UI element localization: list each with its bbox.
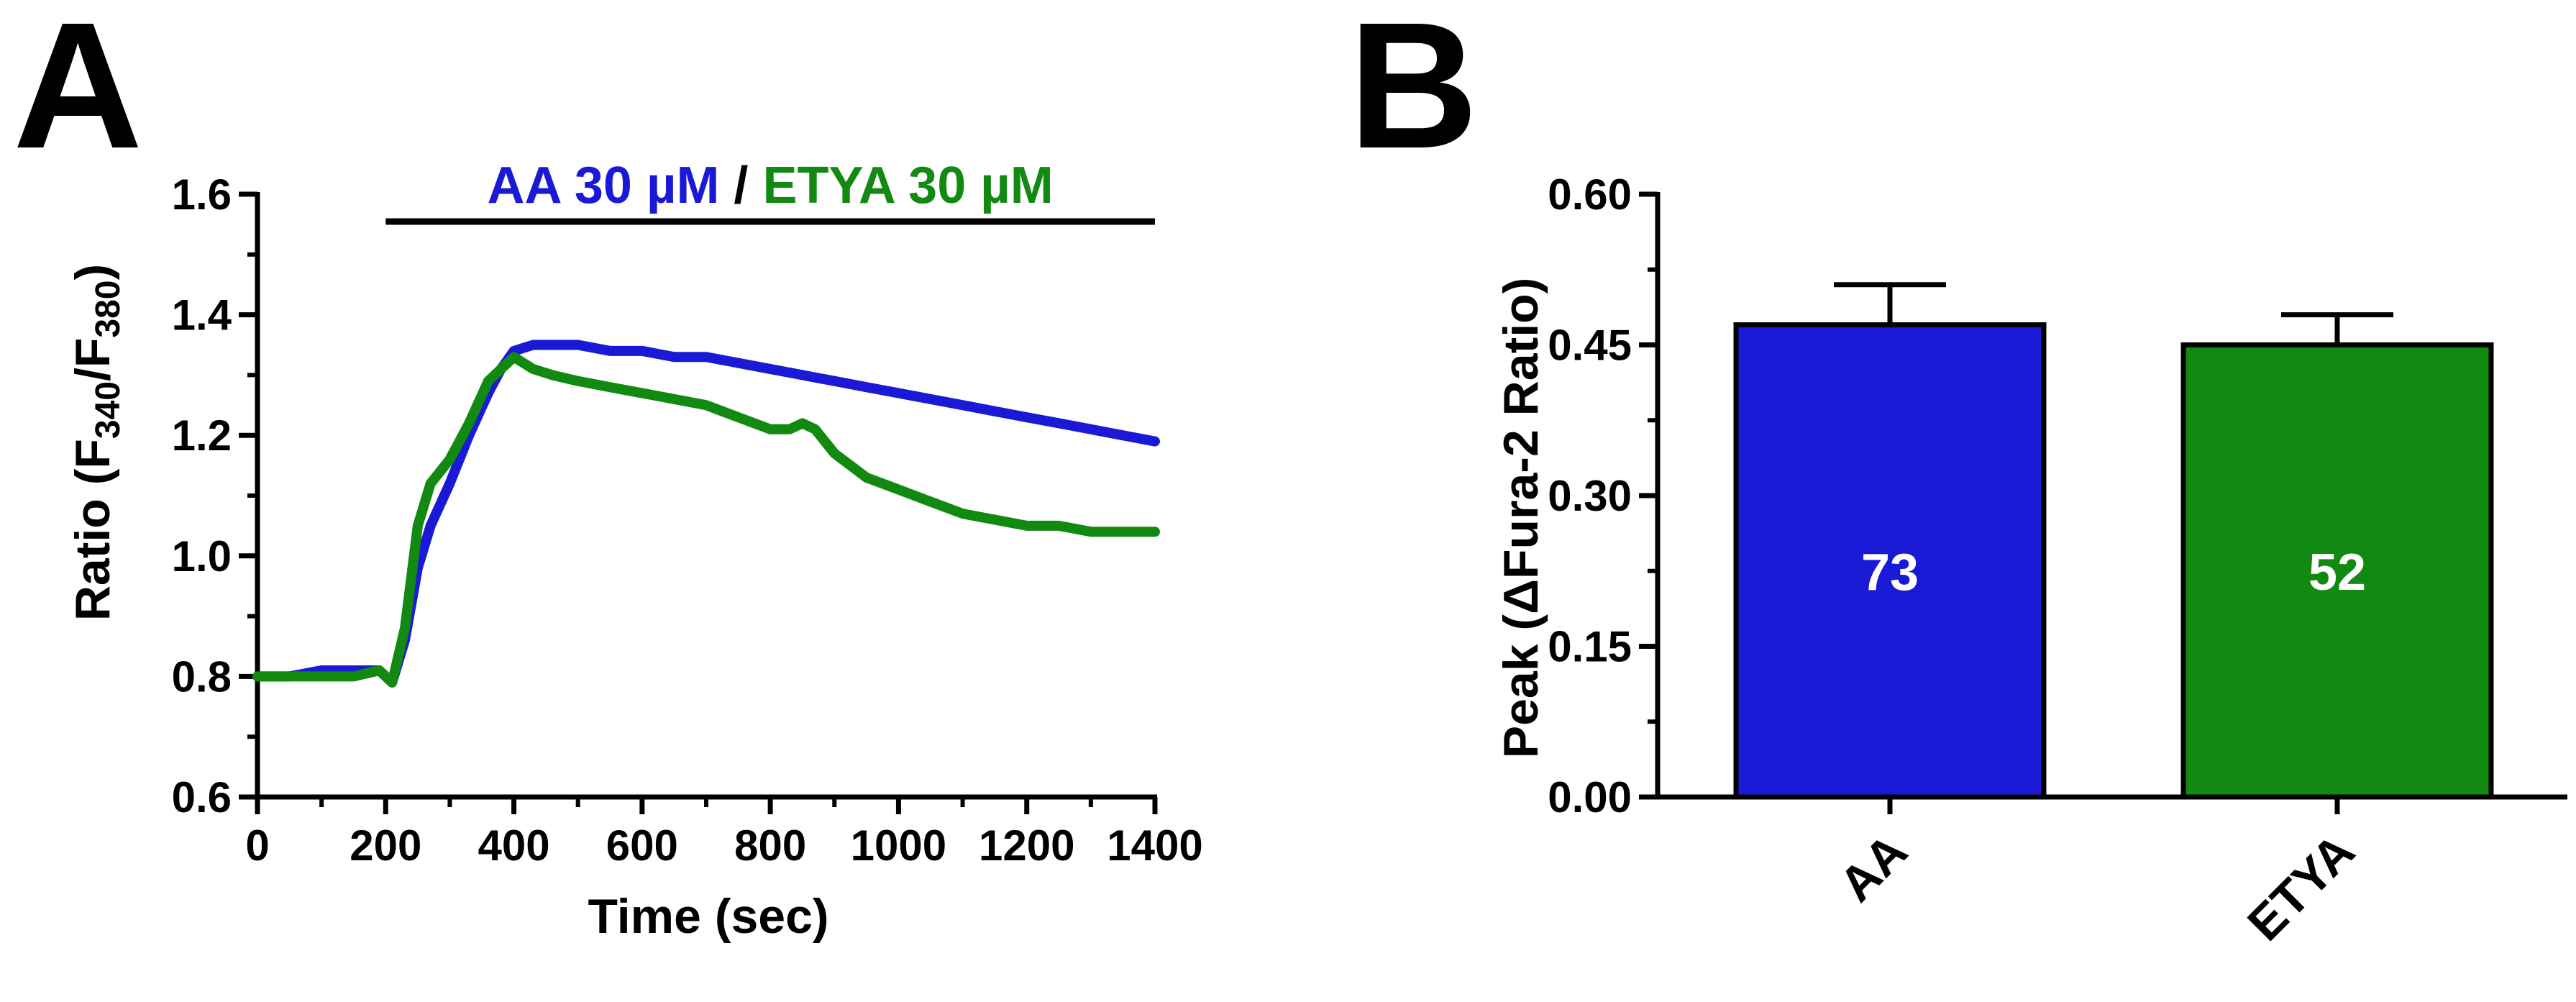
series-line-etya [252,352,1160,688]
a-x-tick-label: 1000 [851,821,946,870]
panel-label-a: A [13,0,143,186]
a-y-tick-label: 1.4 [172,291,232,340]
a-y-tick-label: 1.2 [172,411,232,460]
b-y-tick-label: 0.30 [1548,472,1632,520]
a-x-axis-title: Time (sec) [588,889,828,944]
a-y-title-part-mid: /F [65,338,120,381]
a-x-tick-label: 400 [478,821,550,870]
a-y-tick-label: 0.8 [172,652,232,701]
bar-n-label-etya: 52 [2308,544,2366,601]
a-x-tick-label: 200 [350,821,421,870]
a-y-title-sub2: 380 [89,280,127,337]
b-y-tick-label: 0.00 [1548,773,1632,821]
stimulus-label: AA 30 µM / ETYA 30 µM [488,157,1054,214]
chart-b: 73 52 0.00 0.15 0.30 0.45 0.60 AA ETYA Peak (Δ… [1494,170,2567,951]
series-line-aa [252,340,1160,688]
stimulus-label-aa: AA 30 µM [488,157,720,214]
stimulus-label-etya: ETYA 30 µM [762,157,1053,214]
a-y-tick-label: 0.6 [172,773,232,821]
bar-aa [1733,322,2047,800]
b-y-tick-label: 0.45 [1548,322,1632,370]
bar-etya [2180,342,2494,800]
a-y-title-part-end: ) [65,264,120,281]
a-x-tick-label: 1400 [1107,821,1202,870]
a-y-tick-label: 1.0 [172,532,232,580]
a-x-tick-label: 1200 [979,821,1074,870]
a-x-tick-label: 600 [606,821,678,870]
a-y-title-sub1: 340 [89,381,127,439]
b-y-tick-label: 0.60 [1548,170,1632,219]
bar-n-label-aa: 73 [1861,544,1919,601]
b-x-category-label: ETYA [2237,824,2365,952]
chart-a: 0.6 0.8 1.0 1.2 1.4 1.6 0 200 400 600 800 1000 1200… [65,157,1203,944]
b-x-category-label: AA [1829,824,1917,912]
a-y-axis-title: Ratio (F340/F380) [65,264,127,621]
a-y-tick-label: 1.6 [172,170,232,219]
a-x-tick-label: 800 [734,821,806,870]
b-y-axis-title: Peak (ΔFura-2 Ratio) [1494,278,1548,759]
b-y-tick-label: 0.15 [1548,623,1632,671]
panel-label-b: B [1348,0,1479,186]
a-x-tick-label: 0 [245,821,269,870]
a-y-title-part: Ratio (F [65,439,120,621]
stimulus-label-separator: / [719,157,762,214]
